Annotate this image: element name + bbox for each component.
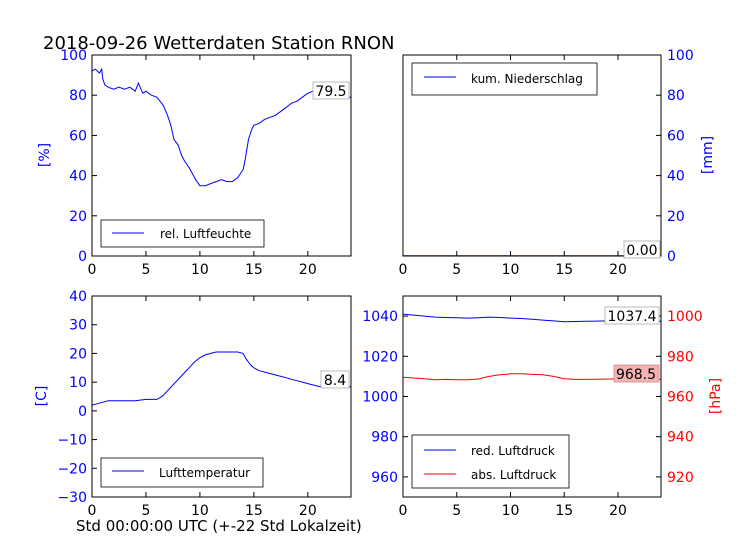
pressure-legend-box <box>411 434 570 489</box>
humidity-y-tick-label-4: 80 <box>69 88 87 104</box>
humidity-y-tick-label-3: 60 <box>69 128 87 144</box>
temperature-y-tick-label-2: −10 <box>57 433 87 449</box>
precipitation-legend-box <box>411 62 598 96</box>
temperature-y-tick-label-1: −20 <box>57 461 87 477</box>
pressure-left-y-tick-label-4: 1040 <box>362 309 398 325</box>
precipitation-y-tick-label-3: 60 <box>667 128 685 144</box>
humidity-x-tick-label-4: 20 <box>299 262 317 278</box>
temperature-y-tick-label-0: −30 <box>57 490 87 506</box>
panel-humidity: 0 5 10 15 20 0 20 40 60 80 100 [%] rel. Luftfeucht… <box>37 48 352 278</box>
pressure-y-label: [hPa] <box>708 378 724 414</box>
humidity-x-tick-label-2: 10 <box>191 262 209 278</box>
temperature-y-label: [C] <box>34 386 50 407</box>
pressure-left-y-tick-label-3: 1020 <box>362 349 398 365</box>
precipitation-x-tick-label-1: 5 <box>452 262 461 278</box>
temperature-value-box <box>320 370 350 389</box>
precipitation-y-tick-label-5: 100 <box>667 48 694 64</box>
pressure-absolute-value-annotation: 968.5 <box>613 364 660 383</box>
pressure-right-y-tick-label-4: 1000 <box>667 309 703 325</box>
figure-title: 2018-09-26 Wetterdaten Station RNON <box>43 33 394 54</box>
precipitation-x-tick-label-4: 20 <box>609 262 627 278</box>
temperature-line <box>92 351 351 406</box>
precipitation-legend: kum. Niederschlag <box>411 62 598 96</box>
pressure-right-y-tick-label-1: 940 <box>667 430 694 446</box>
pressure-left-y-tick-label-2: 1000 <box>362 390 398 406</box>
pressure-right-y-tick-label-2: 960 <box>667 390 694 406</box>
temperature-legend-label: Lufttemperatur <box>159 466 250 480</box>
humidity-x-tick-label-3: 15 <box>245 262 263 278</box>
pressure-reduced-value-text: 1037.4 <box>608 309 657 325</box>
humidity-y-tick-label-1: 20 <box>69 209 87 225</box>
temperature-x-tick-label-4: 20 <box>299 503 317 519</box>
pressure-x-tick-label-4: 20 <box>609 503 627 519</box>
precipitation-value-text: 0.00 <box>626 243 657 259</box>
temperature-value-text: 8.4 <box>324 373 346 389</box>
precipitation-y-label: [mm] <box>700 136 716 174</box>
temperature-ticks: 0 5 10 15 20 −30 −20 −10 0 10 20 30 40 <box>57 289 316 519</box>
humidity-plot-frame <box>91 54 352 257</box>
precipitation-x-tick-label-2: 10 <box>502 262 520 278</box>
temperature-x-tick-label-3: 15 <box>245 503 263 519</box>
humidity-line <box>92 67 351 187</box>
precipitation-y-tick-label-1: 20 <box>667 209 685 225</box>
temperature-y-tick-label-7: 40 <box>69 289 87 305</box>
temperature-x-label: Std 00:00:00 UTC (+-22 Std Lokalzeit) <box>76 517 362 535</box>
pressure-right-y-tick-label-0: 920 <box>667 470 694 486</box>
humidity-y-label: [%] <box>37 143 53 167</box>
pressure-left-y-tick-label-0: 960 <box>371 470 398 486</box>
pressure-legend: red. Luftdruck abs. Luftdruck <box>411 434 570 489</box>
humidity-legend-label: rel. Luftfeuchte <box>160 227 251 241</box>
precipitation-ticks: 0 5 10 15 20 0 20 40 60 80 100 <box>399 48 694 278</box>
pressure-reduced-value-annotation: 1037.4 <box>604 306 660 325</box>
temperature-x-tick-label-1: 5 <box>141 503 150 519</box>
pressure-absolute-value-box <box>613 364 660 383</box>
pressure-right-y-tick-label-3: 980 <box>667 349 694 365</box>
temperature-x-tick-label-2: 10 <box>191 503 209 519</box>
pressure-absolute-value-text: 968.5 <box>616 367 656 383</box>
precipitation-x-tick-label-3: 15 <box>555 262 573 278</box>
precipitation-y-tick-label-2: 40 <box>667 169 685 185</box>
humidity-value-box <box>312 81 350 100</box>
humidity-legend: rel. Luftfeuchte <box>100 219 265 248</box>
pressure-left-y-tick-label-1: 980 <box>371 430 398 446</box>
pressure-x-tick-label-0: 0 <box>399 503 408 519</box>
humidity-x-tick-label-1: 5 <box>141 262 150 278</box>
humidity-x-tick-label-0: 0 <box>88 262 97 278</box>
precipitation-value-annotation: 0.00 <box>623 240 661 259</box>
humidity-y-tick-label-0: 0 <box>78 249 87 265</box>
pressure-x-tick-label-3: 15 <box>555 503 573 519</box>
pressure-plot-frame <box>402 295 662 498</box>
temperature-legend-box <box>100 457 264 488</box>
pressure-legend-label-absolute: abs. Luftdruck <box>471 468 556 482</box>
temperature-y-tick-label-4: 10 <box>69 375 87 391</box>
precipitation-plot-frame <box>402 54 662 257</box>
pressure-legend-label-reduced: red. Luftdruck <box>471 444 555 458</box>
panel-pressure: 0 5 10 15 20 960 980 1000 1020 1040 920 940 960 980 10… <box>362 295 724 519</box>
pressure-reduced-value-box <box>604 306 660 325</box>
pressure-x-tick-label-1: 5 <box>452 503 461 519</box>
humidity-value-text: 79.5 <box>315 84 346 100</box>
humidity-y-tick-label-5: 100 <box>60 48 87 64</box>
temperature-plot-frame <box>91 295 352 498</box>
panel-precipitation: 0 5 10 15 20 0 20 40 60 80 100 [mm] kum. Niedersch… <box>399 48 716 278</box>
precipitation-y-tick-label-0: 0 <box>667 249 676 265</box>
temperature-y-tick-label-3: 0 <box>78 404 87 420</box>
humidity-value-annotation: 79.5 <box>312 81 350 100</box>
temperature-x-tick-label-0: 0 <box>88 503 97 519</box>
temperature-legend: Lufttemperatur <box>100 457 264 488</box>
precipitation-value-box <box>623 240 661 259</box>
pressure-x-tick-label-2: 10 <box>502 503 520 519</box>
panel-temperature: 0 5 10 15 20 −30 −20 −10 0 10 20 30 40 [C] Std 00:00… <box>34 289 362 535</box>
pressure-ticks: 0 5 10 15 20 960 980 1000 1020 1040 920 940 960 980 10… <box>362 296 703 519</box>
precipitation-legend-label: kum. Niederschlag <box>471 72 583 86</box>
precipitation-x-tick-label-0: 0 <box>399 262 408 278</box>
temperature-y-tick-label-6: 30 <box>69 318 87 334</box>
humidity-y-tick-label-2: 40 <box>69 169 87 185</box>
humidity-ticks: 0 5 10 15 20 0 20 40 60 80 100 <box>60 48 316 278</box>
temperature-value-annotation: 8.4 <box>320 370 350 389</box>
precipitation-y-tick-label-4: 80 <box>667 88 685 104</box>
temperature-y-tick-label-5: 20 <box>69 346 87 362</box>
